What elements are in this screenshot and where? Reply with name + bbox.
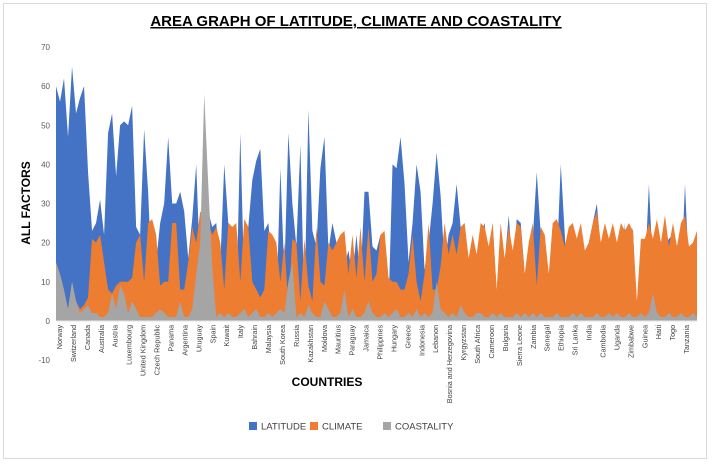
y-tick-label: 50: [41, 121, 50, 130]
x-tick-label: Italy: [236, 324, 245, 338]
x-tick-label: Uganda: [612, 325, 621, 350]
x-tick-label: Kazakhstan: [306, 325, 315, 363]
x-tick-label: Guinea: [640, 325, 649, 348]
x-tick-label: Hungary: [389, 324, 398, 352]
x-tick-label: Sierra Leone: [515, 325, 524, 366]
x-tick-label: Bosnia and Herzegovina: [445, 325, 454, 403]
y-tick-label: 40: [41, 160, 50, 169]
x-tick-label: Cameroon: [487, 325, 496, 359]
x-tick-label: Czech Republic: [153, 324, 162, 375]
x-tick-label: Norway: [55, 324, 64, 349]
x-tick-label: Philippines: [376, 324, 385, 359]
x-tick-label: Kyrgyzstan: [459, 325, 468, 361]
area-series-coastality: [56, 93, 697, 321]
y-axis-title: ALL FACTORS: [19, 161, 33, 245]
x-tick-label: Paraguay: [348, 324, 357, 355]
legend-label-coastality: COASTALITY: [395, 422, 454, 433]
x-tick-label: Canada: [83, 325, 92, 350]
y-tick-label: 0: [46, 317, 51, 326]
y-axis: -10 0 10 20 30 40 50 60 70: [38, 43, 50, 365]
legend: LATITUDE CLIMATE COASTALITY: [249, 422, 454, 433]
area-series-climate: [56, 211, 697, 321]
x-tick-label: Moldova: [320, 325, 329, 352]
x-tick-label: Kuwait: [222, 325, 231, 347]
legend-swatch-latitude: [249, 422, 257, 430]
x-tick-label: India: [585, 325, 594, 341]
plot-area: [56, 66, 697, 322]
legend-label-latitude: LATITUDE: [261, 422, 306, 433]
x-tick-label: Senegal: [543, 324, 552, 351]
x-tick-label: Greece: [403, 325, 412, 349]
x-tick-label: Cambodia: [599, 325, 608, 358]
x-tick-label: Luxembourg: [125, 325, 134, 365]
x-tick-label: Sri Lanka: [571, 325, 580, 355]
chart-frame: AREA GRAPH OF LATITUDE, CLIMATE AND COAS…: [3, 3, 707, 459]
x-tick-label: Uruguay: [194, 324, 203, 352]
x-tick-label: United Kingdom: [139, 325, 148, 376]
x-tick-label: Ethiopia: [557, 325, 566, 351]
y-tick-label: 30: [41, 200, 50, 209]
legend-swatch-coastality: [383, 422, 391, 430]
x-tick-label: Indonesia: [417, 325, 426, 356]
x-axis: Norway Switzerland Canada Australia Austria L…: [55, 324, 691, 403]
x-tick-label: Austria: [111, 325, 120, 347]
x-tick-label: Zambia: [529, 325, 538, 349]
x-tick-label: Panama: [167, 325, 176, 352]
y-tick-label: 70: [41, 43, 50, 52]
legend-label-climate: CLIMATE: [322, 422, 362, 433]
y-tick-label: 10: [41, 278, 50, 287]
x-tick-label: Switzerland: [69, 325, 78, 362]
x-tick-label: Argentina: [180, 325, 189, 356]
legend-swatch-climate: [310, 422, 318, 430]
area-chart: AREA GRAPH OF LATITUDE, CLIMATE AND COAS…: [19, 13, 697, 433]
x-tick-label: Malaysia: [264, 325, 273, 353]
x-tick-label: Bulgaria: [501, 325, 510, 351]
y-tick-label: 20: [41, 239, 50, 248]
chart-title: AREA GRAPH OF LATITUDE, CLIMATE AND COAS…: [150, 13, 561, 30]
x-tick-label: Australia: [97, 325, 106, 353]
x-tick-label: South Korea: [278, 325, 287, 365]
y-tick-label: -10: [38, 356, 50, 365]
x-tick-label: Lebanon: [431, 325, 440, 353]
x-tick-label: Haiti: [654, 324, 663, 339]
x-tick-label: Tanzania: [682, 325, 691, 354]
x-axis-title: COUNTRIES: [292, 375, 363, 389]
x-tick-label: Jamaica: [362, 325, 371, 352]
x-tick-label: Bahrain: [250, 325, 259, 350]
y-tick-label: 60: [41, 82, 50, 91]
x-tick-label: Mauritius: [334, 324, 343, 354]
x-tick-label: South Africa: [473, 325, 482, 364]
x-tick-label: Spain: [208, 325, 217, 343]
x-tick-label: Togo: [668, 325, 677, 341]
x-tick-label: Zimbabwe: [626, 325, 635, 358]
x-tick-label: Russia: [292, 325, 301, 347]
